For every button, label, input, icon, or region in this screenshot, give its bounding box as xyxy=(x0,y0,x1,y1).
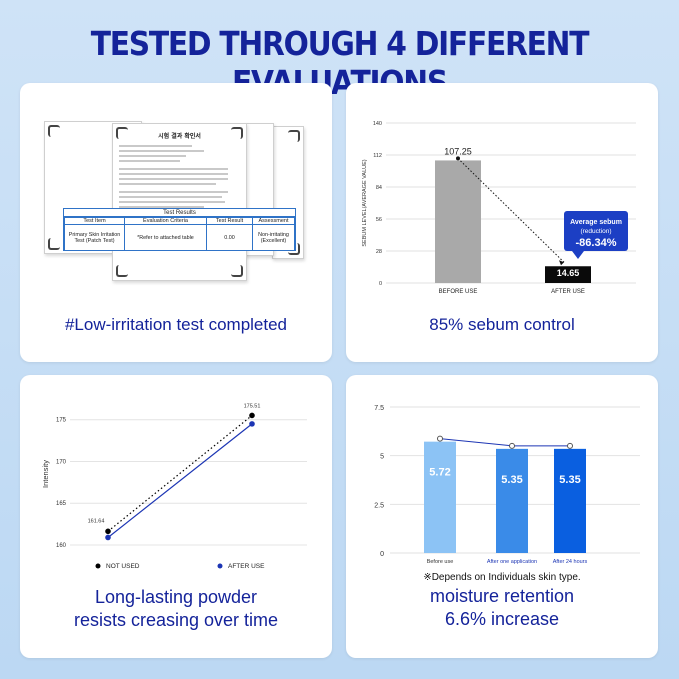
trend-point xyxy=(567,442,573,449)
table-row: Primary Skin Irritation Test (Patch Test… xyxy=(64,224,295,251)
column-header: Test Item xyxy=(64,217,125,225)
card-moisture-chart: 0 2.5 5 7.5 5.72 Before use 5.35 After one appl… xyxy=(346,375,658,658)
intensity-line-chart: 160 165 170 175 Intensity 161.64 175.51 NOT USE… xyxy=(41,403,307,570)
x-tick-label: After 24 hours xyxy=(553,559,588,565)
bar xyxy=(545,266,591,283)
cell-criteria: *Refer to attached table xyxy=(124,224,207,251)
trend-point xyxy=(437,435,443,442)
y-tick-label: 140 xyxy=(373,121,382,127)
y-tick-label: 0 xyxy=(380,551,384,558)
skin-type-note: ※Depends on Individuals skin type. xyxy=(423,572,581,583)
x-tick-label: After one application xyxy=(487,559,537,565)
cell-result: 0.00 xyxy=(206,224,253,251)
trend-point xyxy=(509,442,515,449)
trend-arrowhead xyxy=(559,260,564,266)
data-label: 5.35 xyxy=(501,474,522,486)
y-tick-label: 28 xyxy=(376,249,382,255)
trend-line xyxy=(439,438,513,447)
series-line xyxy=(107,414,253,532)
data-point xyxy=(105,534,111,541)
card-intensity-chart: 160 165 170 175 Intensity 161.64 175.51 NOT USE… xyxy=(20,375,332,658)
callout-box xyxy=(564,211,628,251)
y-tick-label: 84 xyxy=(376,185,382,191)
results-title: Test Results xyxy=(64,209,295,217)
y-tick-label: 165 xyxy=(56,501,67,507)
y-axis-label: SEBUM LEVEL(AVERAGE VALUE) xyxy=(362,159,368,246)
document-main-page: 시험 결과 확인서 xyxy=(112,123,247,281)
legend-label: NOT USED xyxy=(106,563,140,570)
data-point xyxy=(249,421,255,427)
column-header: Assessment xyxy=(252,217,295,225)
column-header: Evaluation Criteria xyxy=(124,217,207,225)
data-label: 175.51 xyxy=(244,403,261,409)
x-tick-label: AFTER USE xyxy=(551,289,585,295)
legend-marker xyxy=(217,563,223,569)
caption-powder-line2: resists creasing over time xyxy=(73,610,279,630)
caption-sebum: 85% sebum control xyxy=(429,315,575,334)
x-tick-label: Before use xyxy=(427,559,454,565)
series-line xyxy=(107,423,253,538)
x-tick-label: BEFORE USE xyxy=(439,289,478,295)
caption-irritation: #Low-irritation test completed xyxy=(64,315,288,334)
data-label: 107.25 xyxy=(444,146,472,156)
data-point xyxy=(105,528,111,535)
bar xyxy=(554,448,586,553)
bar xyxy=(435,160,481,283)
document-title: 시험 결과 확인서 xyxy=(158,133,201,140)
bar xyxy=(424,441,456,553)
column-header: Test Result xyxy=(206,217,253,225)
callout-line2: (reduction) xyxy=(580,228,611,235)
callout-pointer xyxy=(572,251,584,259)
caption-moisture-line1: moisture retention xyxy=(429,586,575,606)
y-tick-label: 175 xyxy=(56,418,67,424)
data-label: 161.64 xyxy=(88,518,105,524)
data-point xyxy=(249,412,255,419)
test-results-table: Test Results Test Item Evaluation Criter… xyxy=(63,208,296,251)
legend-marker xyxy=(95,563,101,569)
cell-assessment: Non-irritating (Excellent) xyxy=(252,224,295,251)
legend-label: AFTER USE xyxy=(228,563,265,570)
caption-powder-line1: Long-lasting powder xyxy=(94,587,258,607)
data-label: 5.72 xyxy=(429,467,450,479)
cell-test-item: Primary Skin Irritation Test (Patch Test… xyxy=(64,224,125,251)
y-tick-label: 5 xyxy=(380,454,384,461)
data-label: 5.35 xyxy=(559,474,580,486)
callout-value: -86.34% xyxy=(576,237,617,249)
y-tick-label: 112 xyxy=(373,153,382,159)
moisture-bar-chart: 0 2.5 5 7.5 5.72 Before use 5.35 After one appl… xyxy=(374,405,640,565)
headline: TESTED THROUGH 4 DIFFERENT EVALUATIONS xyxy=(90,24,590,102)
y-axis-label: Intensity xyxy=(41,460,50,488)
y-tick-label: 0 xyxy=(379,281,382,287)
sebum-bar-chart: 0 28 56 84 112 140 SEBUM LEVEL(AVERAGE VALUE) B… xyxy=(362,121,636,295)
card-sebum-chart: 0 28 56 84 112 140 SEBUM LEVEL(AVERAGE VALUE) B… xyxy=(346,83,658,362)
y-tick-label: 160 xyxy=(56,543,67,549)
y-tick-label: 7.5 xyxy=(374,405,384,412)
y-tick-label: 170 xyxy=(56,459,67,465)
caption-moisture-line2: 6.6% increase xyxy=(444,609,560,629)
callout-line1: Average sebum xyxy=(570,219,622,226)
data-label: 14.65 xyxy=(557,268,580,278)
y-tick-label: 2.5 xyxy=(374,502,384,509)
trend-line xyxy=(457,158,565,263)
bar xyxy=(496,448,528,553)
y-tick-label: 56 xyxy=(376,217,382,223)
